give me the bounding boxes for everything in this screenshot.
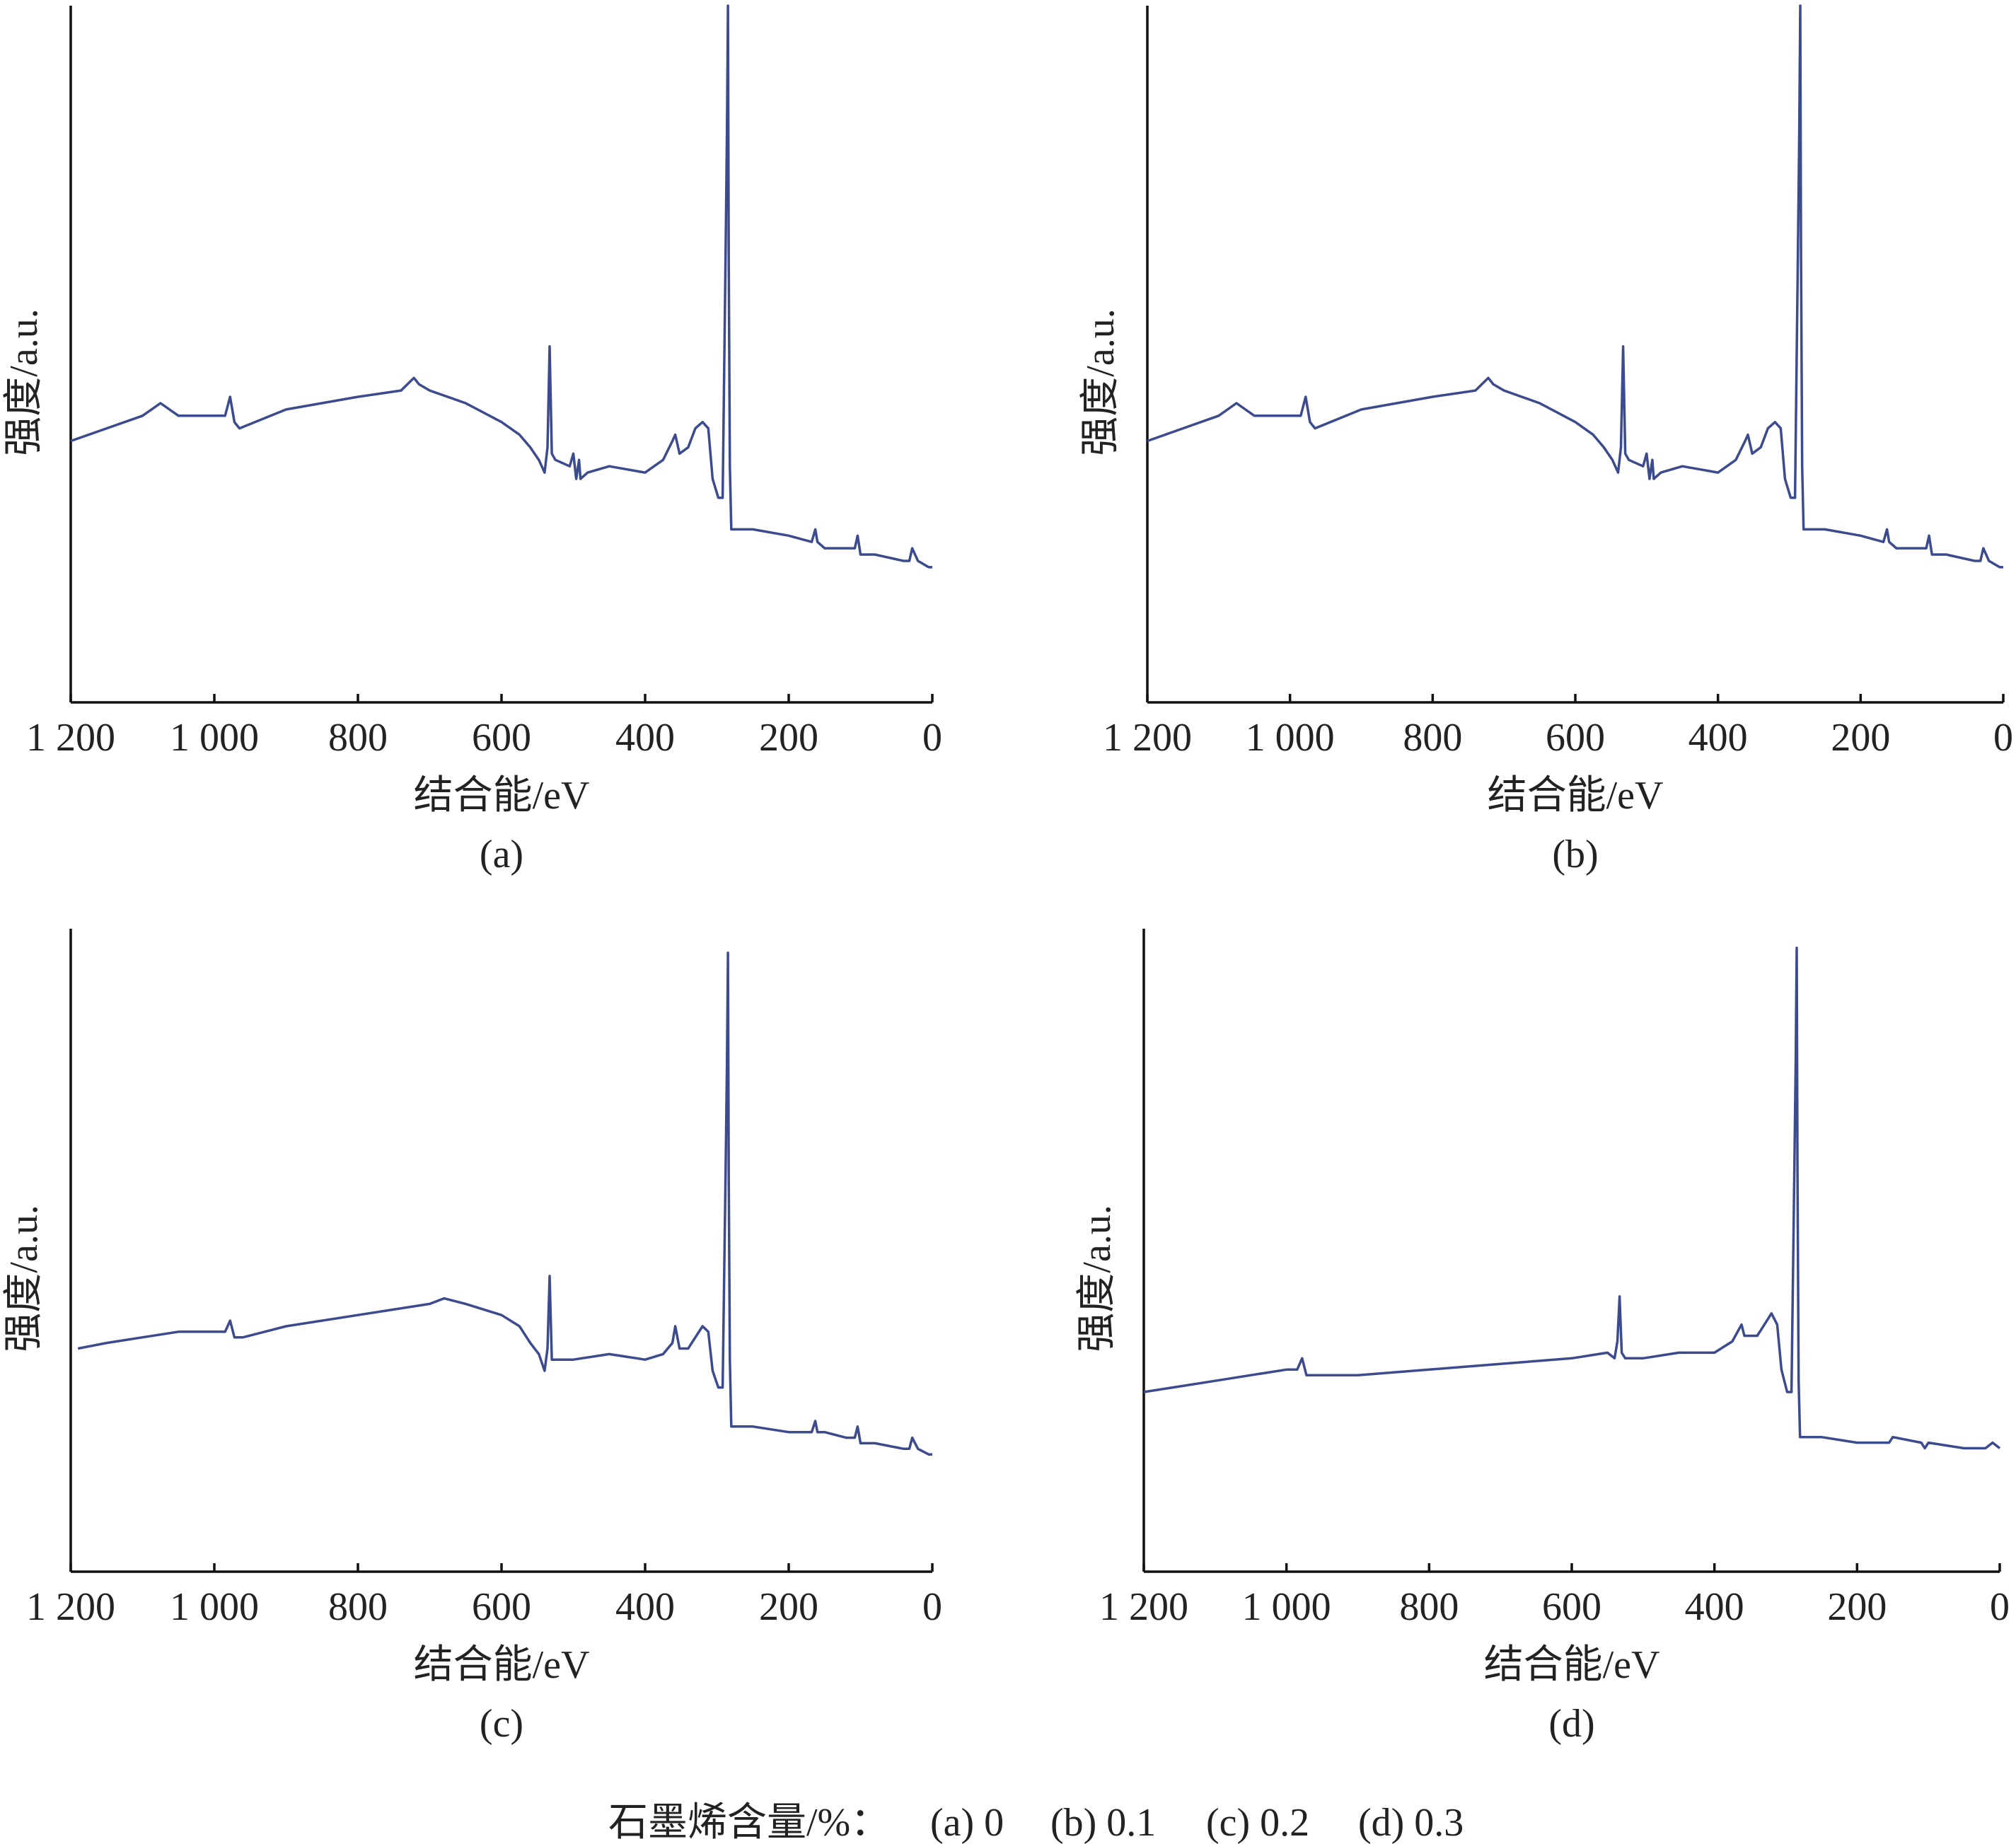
x-axis-label: 结合能/eV: [414, 1643, 590, 1687]
panel-d: 1 200 1 000 800 600 400 200 0 结合能/eV 强度/a.u. (…: [1075, 929, 2010, 1746]
x-tick-label-600: 600: [472, 716, 531, 760]
y-axis-label: 强度/a.u.: [2, 1205, 46, 1352]
y-axis-label: 强度/a.u.: [2, 308, 46, 456]
x-tick-label-600: 600: [472, 1585, 531, 1629]
x-tick-label-0: 0: [922, 716, 942, 760]
x-tick-label-800: 800: [1403, 716, 1462, 760]
xps-spectrum-line-c: [77, 951, 932, 1456]
xps-spectrum-line-d: [1143, 946, 2001, 1450]
x-tick-labels: 1 200 1 000 800 600 400 200 0: [1099, 1585, 2010, 1629]
x-tick-marks: [1146, 694, 2005, 702]
x-tick-label-800: 800: [1399, 1585, 1459, 1629]
y-axis-label: 强度/a.u.: [1075, 1205, 1119, 1352]
x-tick-labels: 1 200 1 000 800 600 400 200 0: [26, 1585, 942, 1629]
x-tick-label-800: 800: [328, 1585, 388, 1629]
panel-label-d: (d): [1548, 1702, 1594, 1746]
caption-item-a: (a) 0: [930, 1801, 1004, 1844]
panel-b: 1 200 1 000 800 600 400 200 0 结合能/eV 强度/a.u. (…: [1079, 4, 2013, 876]
x-tick-label-400: 400: [1685, 1585, 1744, 1629]
caption-item-d: (d) 0.3: [1358, 1801, 1464, 1844]
x-tick-label-0: 0: [1990, 1585, 2010, 1629]
x-tick-marks: [69, 1563, 934, 1572]
x-tick-label-200: 200: [759, 716, 818, 760]
x-tick-label-200: 200: [1831, 716, 1890, 760]
x-tick-label-400: 400: [615, 1585, 675, 1629]
x-axis-label: 结合能/eV: [1488, 774, 1664, 818]
panel-c: 1 200 1 000 800 600 400 200 0 结合能/eV 强度/a.u. (…: [2, 929, 942, 1746]
x-tick-label-1200: 1 200: [1103, 716, 1192, 760]
x-tick-labels: 1 200 1 000 800 600 400 200 0: [26, 716, 942, 760]
x-tick-labels: 1 200 1 000 800 600 400 200 0: [1103, 716, 2013, 760]
x-tick-label-0: 0: [922, 1585, 942, 1629]
caption-item-c: (c) 0.2: [1206, 1801, 1309, 1844]
panel-label-a: (a): [480, 833, 523, 876]
x-tick-label-400: 400: [615, 716, 675, 760]
x-tick-label-600: 600: [1542, 1585, 1601, 1629]
x-tick-label-1000: 1 000: [1242, 1585, 1331, 1629]
x-tick-label-1200: 1 200: [1099, 1585, 1188, 1629]
xps-spectrum-line-b: [1147, 4, 2003, 569]
x-tick-label-200: 200: [759, 1585, 818, 1629]
caption-label: 石墨烯含量/%：: [608, 1801, 890, 1844]
xps-spectrum-line-a: [70, 4, 932, 569]
x-tick-label-200: 200: [1827, 1585, 1887, 1629]
x-tick-label-1200: 1 200: [26, 1585, 115, 1629]
caption-item-b: (b) 0.1: [1050, 1801, 1156, 1844]
figure-caption: 石墨烯含量/%： (a) 0 (b) 0.1 (c) 0.2 (d) 0.3: [608, 1801, 1464, 1844]
x-tick-label-400: 400: [1688, 716, 1748, 760]
x-tick-label-0: 0: [1993, 716, 2013, 760]
x-axis-label: 结合能/eV: [1484, 1643, 1660, 1687]
x-tick-label-1000: 1 000: [170, 716, 259, 760]
y-axis-label: 强度/a.u.: [1079, 308, 1123, 456]
x-tick-label-1200: 1 200: [26, 716, 115, 760]
x-tick-label-600: 600: [1546, 716, 1605, 760]
x-tick-marks: [1142, 1563, 2001, 1572]
x-tick-label-800: 800: [328, 716, 388, 760]
x-axis-label: 结合能/eV: [414, 774, 590, 818]
x-tick-label-1000: 1 000: [1246, 716, 1335, 760]
x-tick-marks: [69, 694, 934, 702]
panel-label-c: (c): [480, 1702, 523, 1746]
x-tick-label-1000: 1 000: [170, 1585, 259, 1629]
panel-label-b: (b): [1552, 833, 1598, 876]
panel-a: 1 200 1 000 800 600 400 200 0 结合能/eV 强度/a.u. (…: [2, 4, 942, 876]
